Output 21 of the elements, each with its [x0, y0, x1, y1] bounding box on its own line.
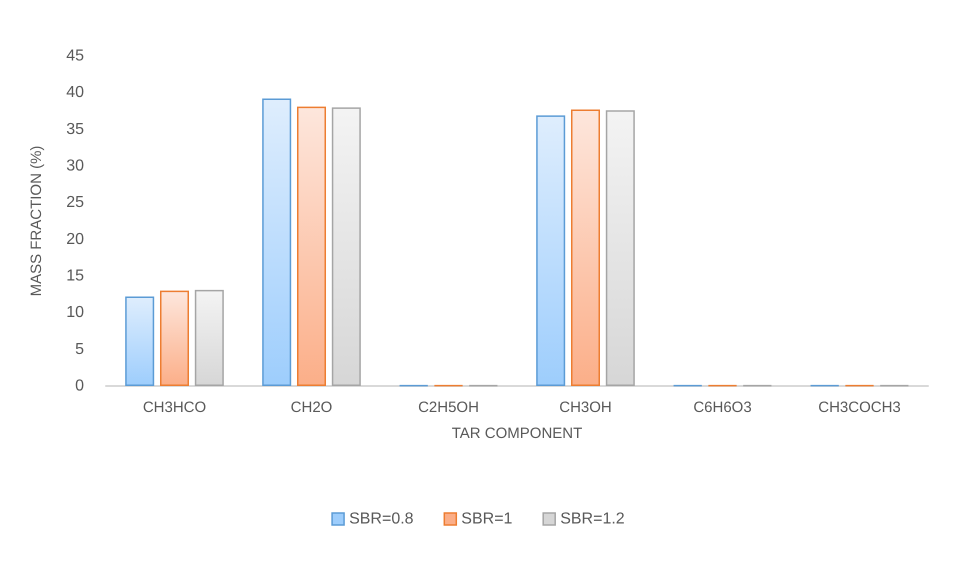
y-tick-label: 0	[75, 378, 84, 394]
y-tick-label: 15	[66, 268, 84, 284]
y-tick-label: 35	[66, 120, 84, 138]
x-tick-label: C2H5OH	[418, 399, 479, 416]
y-tick-label: 45	[66, 48, 84, 64]
x-axis-title: TAR COMPONENT	[452, 425, 582, 442]
x-tick-label: C6H6O3	[693, 399, 752, 416]
y-tick-label: 10	[66, 304, 84, 322]
x-tick-label: CH3HCO	[142, 399, 206, 416]
y-tick-label: 30	[66, 158, 84, 174]
x-tick-label: CH3COCH3	[818, 399, 901, 416]
x-tick-label: CH3OH	[559, 399, 612, 416]
y-axis-title: MASS FRACTION (%)	[28, 146, 45, 296]
x-tick-label: CH2O	[290, 399, 332, 416]
y-tick-label: 5	[75, 340, 84, 358]
y-tick-label: 25	[66, 194, 84, 212]
y-tick-label: 40	[66, 84, 84, 102]
y-tick-label: 20	[66, 230, 84, 248]
legend-label: SBR=1	[461, 510, 513, 528]
legend-label: SBR=0.8	[349, 510, 414, 528]
legend-label: SBR=1.2	[560, 510, 625, 528]
